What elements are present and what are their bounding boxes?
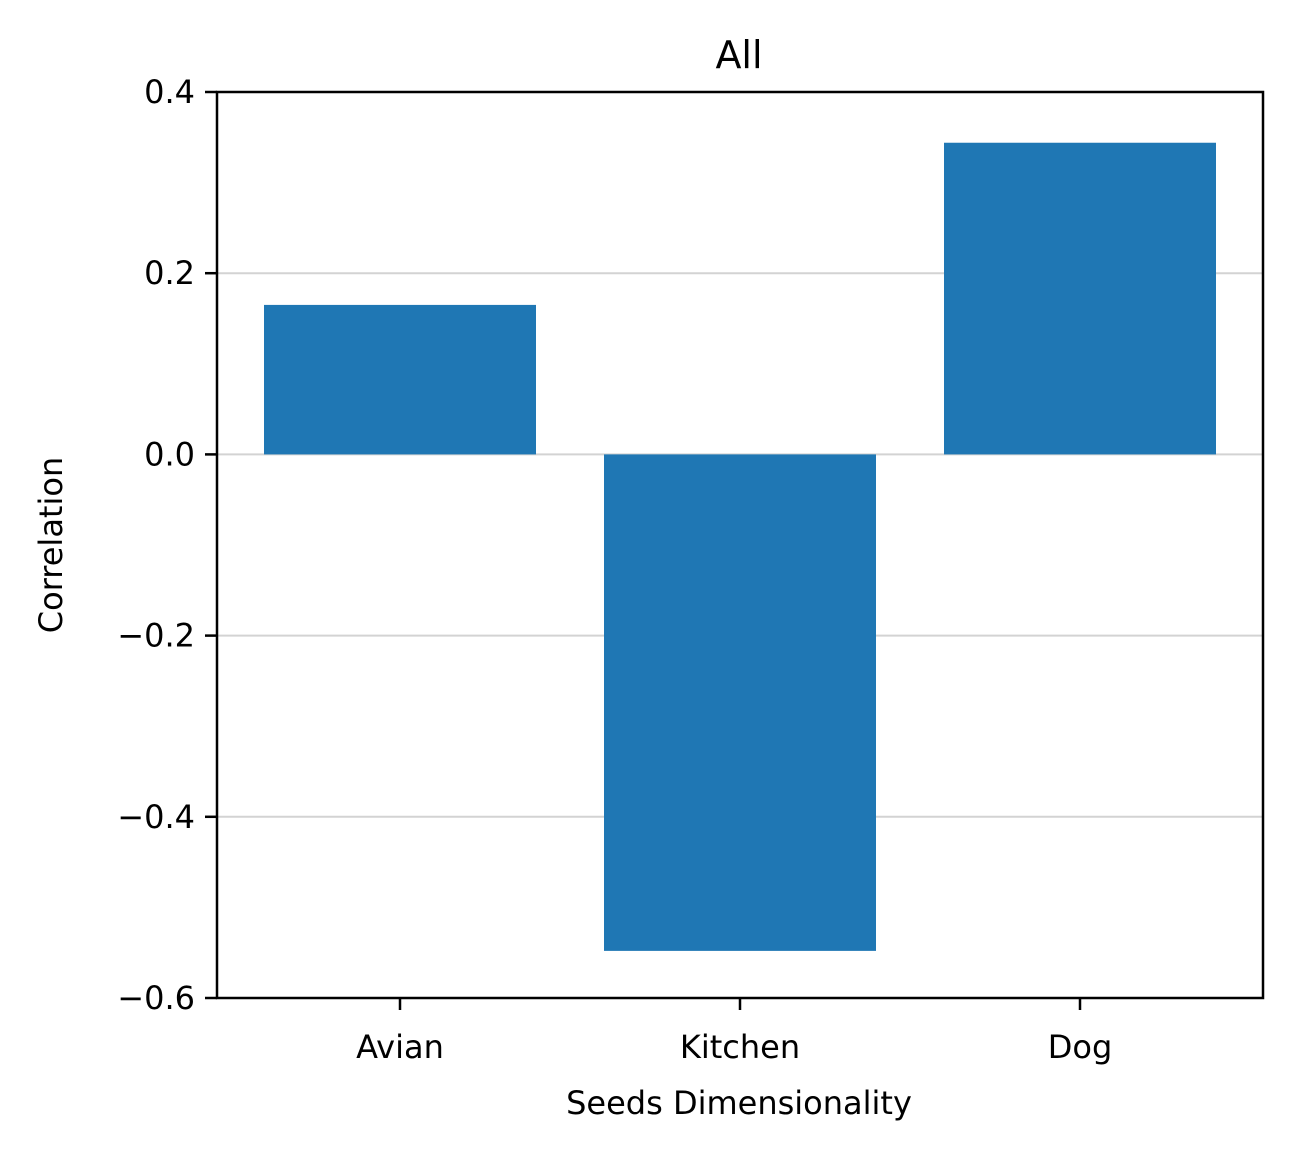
x-tick-label: Avian	[356, 1028, 444, 1066]
y-tick-label: −0.4	[117, 798, 195, 836]
y-tick-label: 0.0	[144, 435, 195, 473]
x-axis-label: Seeds Dimensionality	[566, 1084, 912, 1122]
y-tick-label: −0.6	[117, 979, 195, 1017]
y-axis-ticks: 0.4 0.2 0.0 −0.2 −0.4 −0.6	[117, 73, 217, 1017]
bar-kitchen	[604, 454, 876, 951]
y-tick-label: 0.2	[144, 254, 195, 292]
chart-title: All	[715, 33, 762, 77]
y-tick-label: 0.4	[144, 73, 195, 111]
x-axis-ticks: Avian Kitchen Dog	[356, 998, 1112, 1066]
y-axis-label: Correlation	[32, 457, 70, 633]
x-tick-label: Kitchen	[680, 1028, 800, 1066]
bars	[264, 142, 1216, 951]
bar-dog	[944, 142, 1216, 455]
y-tick-label: −0.2	[117, 617, 195, 655]
bar-avian	[264, 304, 536, 455]
x-tick-label: Dog	[1048, 1028, 1113, 1066]
